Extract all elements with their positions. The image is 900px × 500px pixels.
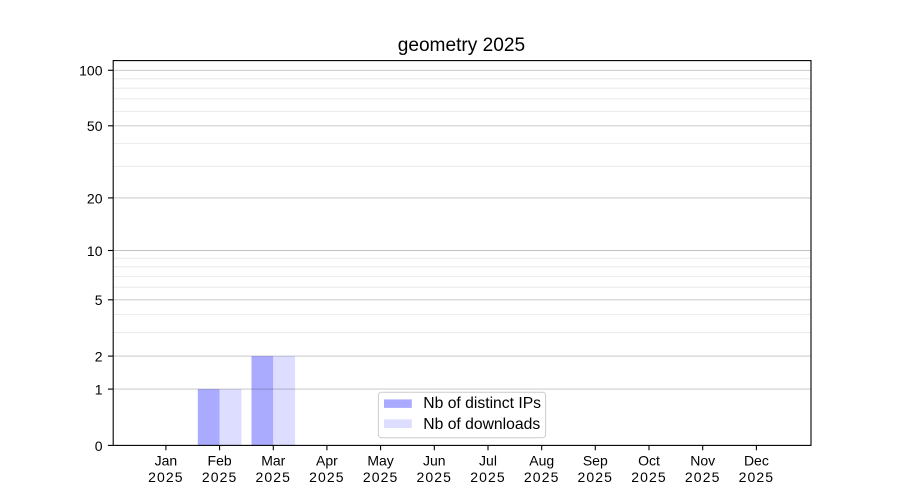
svg-text:2025: 2025 xyxy=(631,469,667,485)
svg-text:1: 1 xyxy=(95,382,103,398)
svg-text:2025: 2025 xyxy=(524,469,560,485)
svg-text:Jun: Jun xyxy=(423,452,446,468)
svg-text:2025: 2025 xyxy=(685,469,721,485)
svg-text:5: 5 xyxy=(95,292,103,308)
svg-text:May: May xyxy=(367,452,393,468)
svg-text:Apr: Apr xyxy=(316,452,338,468)
svg-text:Dec: Dec xyxy=(744,452,769,468)
svg-text:2025: 2025 xyxy=(363,469,399,485)
svg-text:Nb of distinct IPs: Nb of distinct IPs xyxy=(423,395,541,412)
svg-text:2025: 2025 xyxy=(417,469,453,485)
svg-text:0: 0 xyxy=(95,438,103,454)
svg-text:Jan: Jan xyxy=(155,452,178,468)
svg-text:2025: 2025 xyxy=(148,469,184,485)
svg-text:50: 50 xyxy=(87,118,103,134)
svg-text:Aug: Aug xyxy=(529,452,554,468)
svg-text:2025: 2025 xyxy=(309,469,345,485)
svg-text:geometry 2025: geometry 2025 xyxy=(398,35,525,56)
svg-text:2025: 2025 xyxy=(470,469,506,485)
svg-text:Nov: Nov xyxy=(690,452,715,468)
svg-text:2: 2 xyxy=(95,349,103,365)
svg-text:2025: 2025 xyxy=(202,469,238,485)
svg-text:20: 20 xyxy=(87,190,103,206)
svg-text:Feb: Feb xyxy=(208,452,232,468)
svg-text:Mar: Mar xyxy=(261,452,285,468)
svg-text:10: 10 xyxy=(87,243,103,259)
svg-text:Sep: Sep xyxy=(583,452,608,468)
svg-text:2025: 2025 xyxy=(739,469,775,485)
svg-text:100: 100 xyxy=(79,63,103,79)
svg-text:Oct: Oct xyxy=(638,452,660,468)
svg-text:2025: 2025 xyxy=(578,469,614,485)
svg-text:Nb of downloads: Nb of downloads xyxy=(423,416,540,433)
svg-text:Jul: Jul xyxy=(479,452,497,468)
svg-text:2025: 2025 xyxy=(256,469,292,485)
